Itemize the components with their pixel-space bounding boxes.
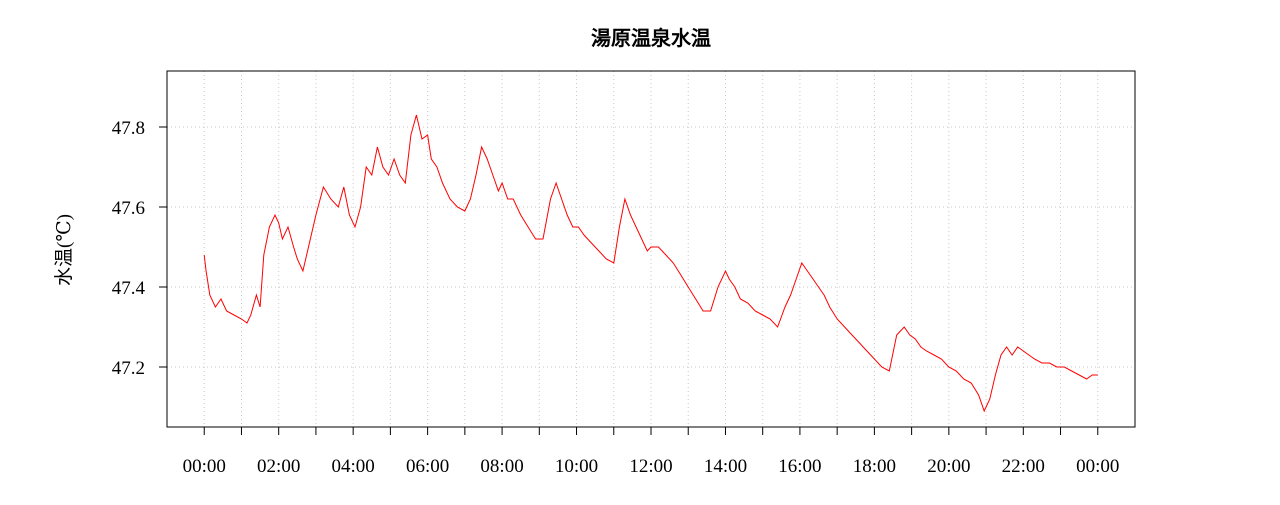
y-tick-label: 47.2 [112,358,145,379]
y-axis-label: 水温(℃) [53,214,75,286]
x-tick-label: 12:00 [629,456,672,477]
x-tick-label: 16:00 [778,456,821,477]
x-tick-label: 00:00 [1076,456,1119,477]
x-tick-label: 04:00 [332,456,375,477]
x-tick-label: 06:00 [406,456,449,477]
y-tick-label: 47.4 [112,278,146,299]
y-tick-label: 47.6 [112,198,145,219]
x-tick-label: 14:00 [704,456,747,477]
x-tick-label: 18:00 [853,456,896,477]
series-line [203,114,1098,413]
x-tick-label: 22:00 [1002,456,1045,477]
plot-frame [166,70,1136,428]
x-tick-label: 20:00 [927,456,970,477]
y-tick-label: 47.8 [112,118,145,139]
x-tick-label: 02:00 [257,456,300,477]
chart-title: 湯原温泉水温 [591,26,711,50]
x-tick-label: 08:00 [480,456,523,477]
x-tick-label: 10:00 [555,456,598,477]
x-tick-label: 00:00 [183,456,226,477]
